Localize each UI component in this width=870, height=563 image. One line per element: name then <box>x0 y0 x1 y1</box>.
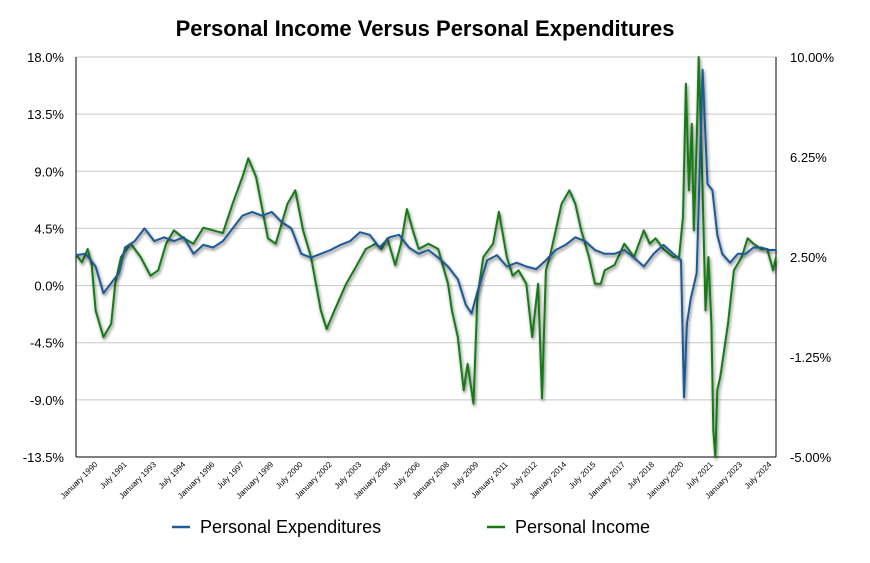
left-y-tick-label: 0.0% <box>34 279 64 294</box>
left-y-tick-label: -4.5% <box>30 336 64 351</box>
left-y-axis: 18.0% 13.5% 9.0% 4.5% 0.0% -4.5% -9.0% -13.5% <box>23 50 65 465</box>
left-y-tick-label: 13.5% <box>27 107 64 122</box>
right-y-tick-label: 6.25% <box>790 150 827 165</box>
left-y-tick-label: 4.5% <box>34 221 64 236</box>
legend-label-personal-expenditures: Personal Expenditures <box>200 517 381 537</box>
right-y-tick-label: 2.50% <box>790 250 827 265</box>
right-y-tick-label: -5.00% <box>790 450 832 465</box>
left-y-tick-label: 9.0% <box>34 164 64 179</box>
right-y-tick-label: -1.25% <box>790 350 832 365</box>
left-y-tick-label: 18.0% <box>27 50 64 65</box>
left-y-tick-label: -13.5% <box>23 450 65 465</box>
series-line-personal-income <box>75 56 777 458</box>
axes <box>75 57 777 458</box>
series-lines <box>75 56 777 458</box>
series-line-personal-expenditures <box>75 68 776 399</box>
x-tick-label: July 2024 <box>743 460 774 491</box>
legend-label-personal-income: Personal Income <box>515 517 650 537</box>
right-y-axis: 10.00% 6.25% 2.50% -1.25% -5.00% <box>790 50 835 465</box>
left-y-tick-label: -9.0% <box>30 393 64 408</box>
x-tick-label: January 1990 <box>59 460 100 501</box>
legend: Personal Expenditures Personal Income <box>172 517 650 537</box>
chart-title: Personal Income Versus Personal Expendit… <box>176 16 675 41</box>
right-y-tick-label: 10.00% <box>790 50 835 65</box>
grid-lines <box>76 56 776 458</box>
